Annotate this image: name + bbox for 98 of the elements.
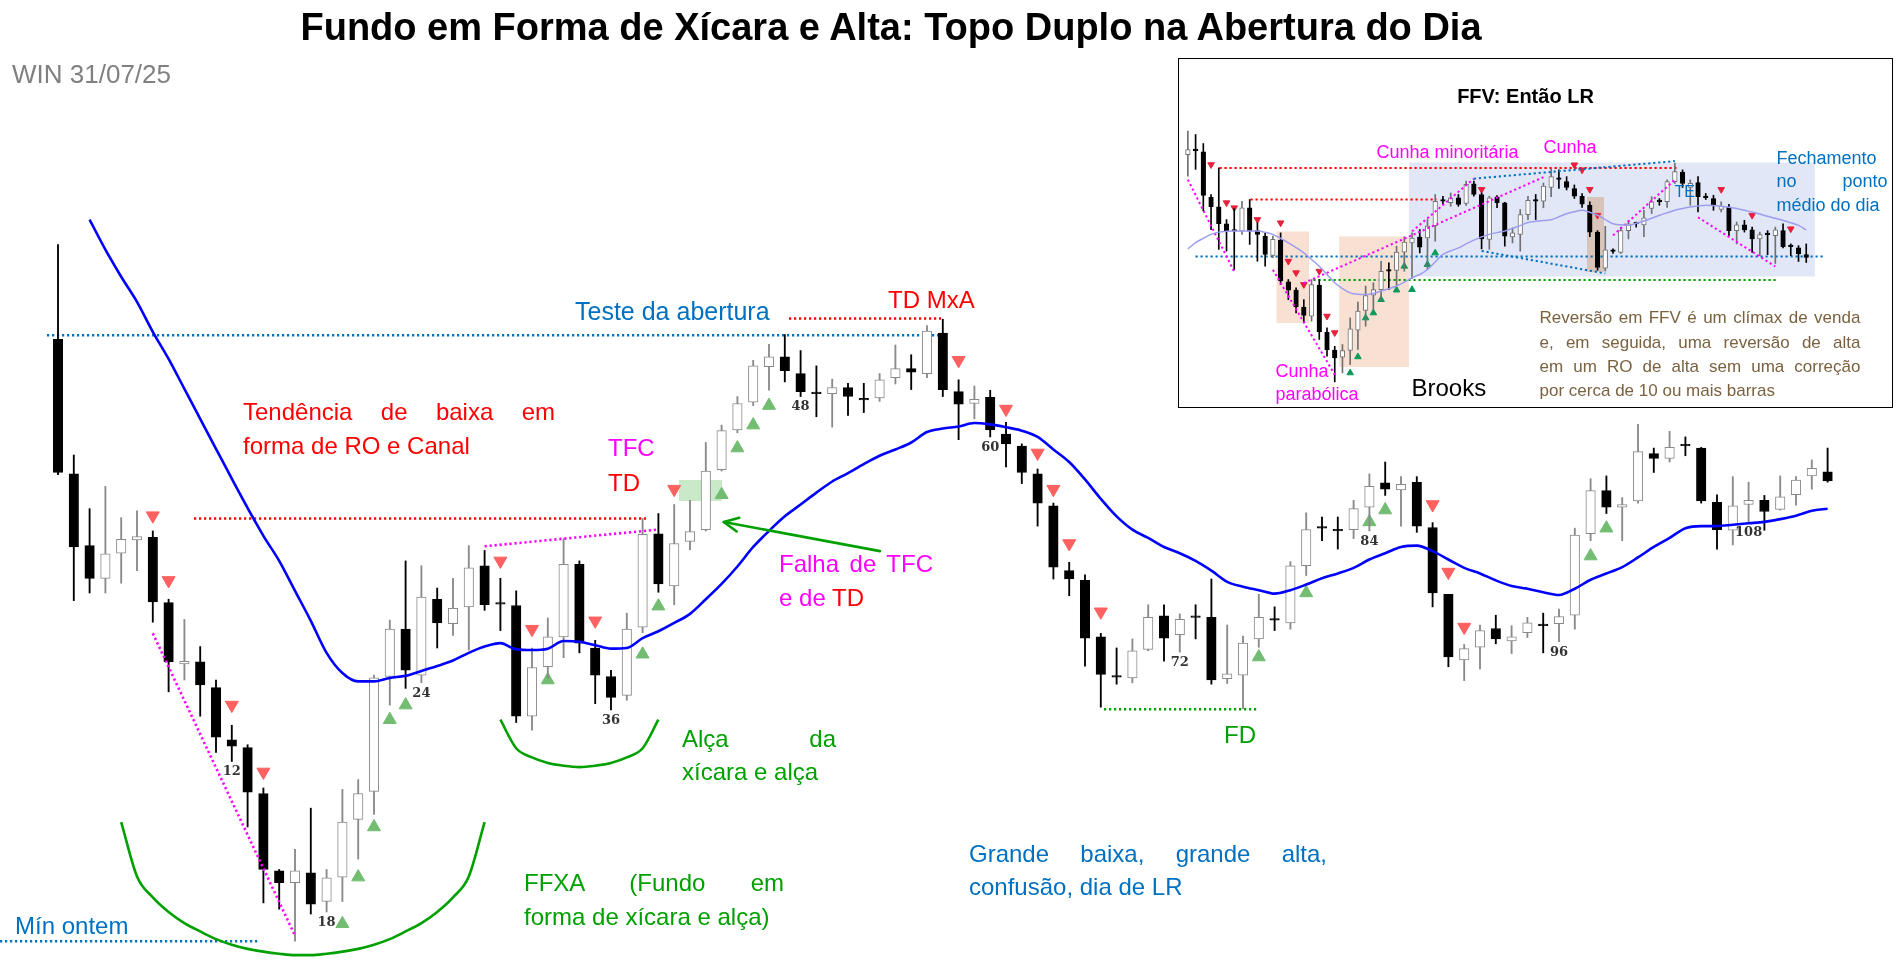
candlestick	[1316, 516, 1328, 542]
text: FFXA (Fundo em forma de xícara e alça)	[524, 869, 784, 930]
point	[1748, 212, 1756, 220]
x-tick-label: 84	[1360, 532, 1379, 548]
point	[1408, 285, 1416, 292]
point	[1369, 308, 1378, 316]
point	[367, 818, 381, 832]
x-tick-label: 60	[981, 438, 1000, 454]
candlestick	[1506, 625, 1517, 654]
point	[1046, 484, 1061, 498]
annotation: TD	[608, 467, 640, 498]
ref-line-label: TD MxA	[888, 284, 975, 315]
ref-line-label: Mín ontem	[15, 910, 129, 941]
point	[1093, 607, 1108, 620]
candlestick	[1395, 476, 1407, 527]
point	[1477, 187, 1486, 194]
point	[161, 576, 176, 589]
point	[1717, 187, 1725, 194]
x-tick-label: 108	[1735, 523, 1763, 539]
chart-title: FFV: Então LR	[1456, 84, 1595, 109]
point	[1346, 368, 1354, 376]
point	[351, 869, 366, 882]
point	[1330, 330, 1339, 338]
point	[951, 356, 966, 369]
x-tick-label: 18	[317, 913, 336, 929]
point	[398, 697, 413, 710]
candlestick	[1803, 243, 1809, 263]
candlestick	[289, 848, 301, 942]
candlestick	[1617, 497, 1628, 542]
x-tick-label: 72	[1170, 654, 1189, 670]
point	[1586, 187, 1594, 194]
point	[1570, 162, 1579, 170]
candlestick	[131, 510, 143, 571]
point	[1354, 352, 1362, 360]
point	[1441, 567, 1456, 581]
point	[1284, 258, 1293, 266]
text: Reversão em FFV é um clímax de venda e, em seguida, uma reversão de alta em um RO de alta sem uma correção por cerca de 10 ou mais barras	[1539, 308, 1861, 401]
candlestick	[1386, 262, 1392, 290]
candlestick	[1222, 624, 1233, 684]
candlestick	[1533, 194, 1539, 220]
point	[1315, 268, 1324, 276]
point	[1251, 649, 1266, 662]
point	[1222, 200, 1231, 208]
point	[1253, 217, 1262, 224]
text: Alça da xícara e alça	[682, 724, 836, 785]
text: Grande baixa, grande alta, confusão, dia de LR	[969, 839, 1328, 900]
x-tick-label: 96	[1549, 643, 1569, 659]
ref-line-label: Teste da abertura	[575, 295, 770, 327]
point	[999, 404, 1013, 418]
text: Falha de TFC e de TD	[779, 550, 933, 611]
x-tick-label: 36	[601, 711, 621, 727]
candlestick	[827, 378, 838, 428]
point	[1207, 162, 1215, 169]
chart-title: Fundo em Forma de Xícara e Alta: Topo Duplo na Abertura do Dia	[300, 5, 1482, 48]
ref-line-label: FD	[1224, 719, 1256, 750]
annotation: TFC	[608, 432, 655, 463]
point	[493, 556, 508, 569]
point	[1425, 500, 1440, 513]
candlestick	[495, 577, 506, 631]
candlestick	[1556, 169, 1562, 189]
point	[1062, 539, 1077, 552]
point	[145, 511, 160, 524]
candlestick	[1680, 436, 1691, 457]
point	[1392, 285, 1401, 293]
point	[635, 646, 650, 659]
point	[382, 711, 397, 724]
point	[1457, 622, 1472, 636]
annotation: Cunha minoritária	[1376, 141, 1519, 164]
point	[335, 915, 350, 929]
candlestick	[906, 354, 917, 390]
candlestick	[1269, 606, 1280, 631]
point	[588, 616, 603, 629]
candlestick	[1409, 232, 1415, 280]
point	[1431, 248, 1439, 256]
x-tick-label: 12	[222, 763, 241, 779]
annotation: Brooks	[1411, 373, 1487, 403]
candlestick	[1185, 130, 1191, 177]
candlestick	[1743, 481, 1754, 523]
text: Tendência de baixa em forma de RO e Canal	[243, 398, 556, 459]
candlestick	[1190, 604, 1201, 640]
point	[1786, 226, 1795, 234]
point	[1292, 270, 1300, 278]
point	[667, 484, 682, 498]
point	[1276, 220, 1285, 228]
candlestick	[1757, 231, 1763, 257]
point	[1030, 448, 1045, 461]
annotation: Cunha	[1543, 136, 1597, 159]
text: WIN 31/07/25	[12, 58, 171, 91]
point	[1323, 313, 1331, 321]
annotation: Cunha parabólica	[1275, 360, 1360, 406]
point	[1300, 282, 1308, 289]
x-tick-label: 48	[791, 398, 810, 414]
x-tick-label: 24	[412, 684, 431, 700]
candlestick	[969, 385, 980, 420]
candlestick	[858, 382, 869, 413]
text: Fechamento no ponto médio do dia	[1776, 147, 1888, 215]
candlestick	[1111, 647, 1122, 685]
point	[525, 624, 539, 638]
